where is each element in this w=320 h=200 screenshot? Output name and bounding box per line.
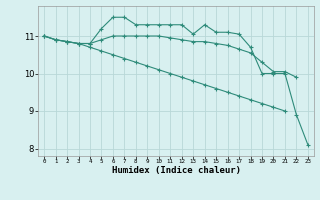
X-axis label: Humidex (Indice chaleur): Humidex (Indice chaleur): [111, 166, 241, 175]
